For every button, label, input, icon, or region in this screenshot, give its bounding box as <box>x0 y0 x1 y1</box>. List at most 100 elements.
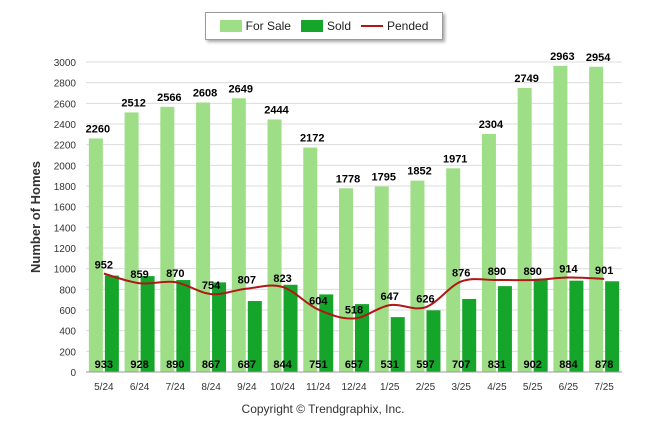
data-label-pended: 518 <box>345 304 363 316</box>
y-tick-label: 1400 <box>54 223 77 234</box>
data-label-pended: 901 <box>595 265 613 277</box>
y-tick-label: 1200 <box>54 244 77 255</box>
bar-sold <box>605 281 620 372</box>
line-pended <box>103 272 605 320</box>
data-label-for-sale: 2963 <box>550 51 574 63</box>
x-tick-label: 7/25 <box>594 382 614 393</box>
x-tick-label: 3/25 <box>451 382 471 393</box>
data-label-sold: 878 <box>595 359 613 371</box>
bar-sold <box>104 275 119 372</box>
data-label-for-sale: 1778 <box>336 173 360 185</box>
bar-sold <box>569 280 584 372</box>
data-label-sold: 884 <box>559 359 578 371</box>
legend-item-for-sale: For Sale <box>219 19 291 33</box>
data-label-for-sale: 2649 <box>229 83 253 95</box>
y-tick-label: 800 <box>59 285 76 296</box>
bar-sold <box>533 278 548 372</box>
data-label-sold: 844 <box>273 359 292 371</box>
x-tick-label: 7/24 <box>166 382 186 393</box>
y-tick-label: 2000 <box>54 161 77 172</box>
y-tick-label: 1600 <box>54 203 77 214</box>
y-tick-label: 2400 <box>54 120 77 131</box>
legend-swatch-for-sale <box>219 20 242 32</box>
copyright-footer: Copyright © Trendgraphix, Inc. <box>241 402 405 416</box>
legend-item-pended: Pended <box>361 19 428 33</box>
data-label-sold: 707 <box>452 359 470 371</box>
data-label-pended: 823 <box>273 273 291 285</box>
data-label-pended: 870 <box>166 268 184 280</box>
data-label-pended: 876 <box>452 267 470 279</box>
bar-for-sale <box>481 133 496 372</box>
x-tick-label: 5/24 <box>94 382 114 393</box>
data-label-pended: 914 <box>559 264 578 276</box>
data-label-pended: 647 <box>381 291 399 303</box>
bar-sold <box>247 301 262 372</box>
bar-for-sale <box>446 168 461 372</box>
data-label-for-sale: 2172 <box>300 133 324 145</box>
data-label-for-sale: 2512 <box>121 97 145 109</box>
data-label-for-sale: 2749 <box>514 73 538 85</box>
legend-label-for-sale: For Sale <box>245 19 291 33</box>
y-axis-title: Number of Homes <box>28 161 43 273</box>
legend-item-sold: Sold <box>300 19 351 33</box>
chart-legend: For Sale Sold Pended <box>205 12 443 40</box>
data-label-for-sale: 2954 <box>586 52 611 64</box>
bar-sold <box>497 286 512 372</box>
bar-for-sale <box>339 188 353 372</box>
legend-label-pended: Pended <box>387 19 429 33</box>
y-tick-label: 3000 <box>54 58 77 69</box>
data-label-sold: 867 <box>202 359 220 371</box>
y-tick-label: 2800 <box>54 79 77 90</box>
bar-for-sale <box>231 98 246 373</box>
x-tick-label: 5/25 <box>523 382 543 393</box>
y-tick-label: 200 <box>59 347 76 358</box>
data-label-sold: 751 <box>309 359 327 371</box>
data-label-pended: 890 <box>488 266 506 278</box>
bar-for-sale <box>124 112 139 372</box>
x-tick-label: 12/24 <box>341 382 366 393</box>
data-label-sold: 831 <box>488 359 506 371</box>
bar-for-sale <box>303 147 318 372</box>
y-tick-label: 2600 <box>54 99 77 110</box>
data-label-pended: 754 <box>202 280 221 292</box>
bar-sold <box>140 276 155 372</box>
bar-for-sale <box>589 66 604 373</box>
legend-label-sold: Sold <box>326 19 351 33</box>
legend-swatch-sold <box>300 20 323 32</box>
data-label-for-sale: 2304 <box>479 119 504 131</box>
bar-sold <box>426 310 441 372</box>
data-label-for-sale: 1852 <box>407 166 431 178</box>
bar-for-sale <box>160 106 175 372</box>
data-label-pended: 952 <box>95 260 113 272</box>
bar-sold <box>355 304 369 372</box>
data-label-for-sale: 2566 <box>157 92 181 104</box>
x-tick-label: 11/24 <box>306 382 331 393</box>
legend-swatch-pended <box>361 25 383 27</box>
bar-for-sale <box>267 119 282 372</box>
x-tick-label: 1/25 <box>380 382 400 393</box>
data-label-sold: 933 <box>95 359 113 371</box>
data-label-pended: 890 <box>523 266 541 278</box>
bar-for-sale <box>517 87 532 372</box>
x-tick-label: 8/24 <box>201 382 221 393</box>
bar-sold <box>390 317 405 372</box>
x-tick-label: 9/24 <box>237 382 257 393</box>
y-tick-label: 400 <box>59 327 76 338</box>
data-label-pended: 859 <box>130 269 148 281</box>
data-label-sold: 687 <box>238 359 256 371</box>
data-label-for-sale: 1971 <box>443 153 467 165</box>
y-tick-label: 1800 <box>54 182 77 193</box>
x-tick-label: 6/25 <box>559 382 579 393</box>
data-label-sold: 657 <box>345 359 363 371</box>
bar-for-sale <box>374 186 389 372</box>
data-label-pended: 807 <box>238 275 256 287</box>
bar-for-sale <box>410 180 425 372</box>
y-tick-label: 2200 <box>54 141 77 152</box>
x-tick-label: 10/24 <box>270 382 295 393</box>
y-tick-label: 600 <box>59 306 76 317</box>
data-label-sold: 928 <box>130 359 148 371</box>
bar-for-sale <box>553 65 568 372</box>
data-label-sold: 890 <box>166 359 184 371</box>
data-label-sold: 531 <box>381 359 399 371</box>
